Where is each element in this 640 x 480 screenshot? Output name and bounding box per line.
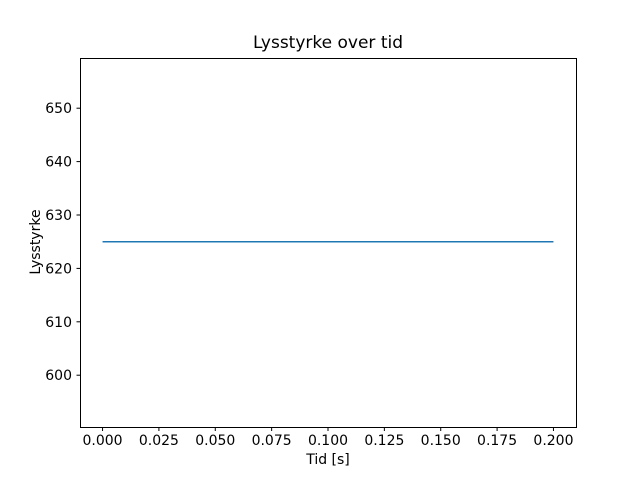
- y-tick-label: 620: [45, 261, 72, 277]
- y-tick-label: 650: [45, 101, 72, 117]
- x-tick-label: 0.075: [252, 433, 292, 449]
- x-tick-label: 0.000: [82, 433, 122, 449]
- x-tick-label: 0.100: [308, 433, 348, 449]
- y-tick-label: 600: [45, 368, 72, 384]
- x-tick-label: 0.025: [139, 433, 179, 449]
- x-tick-label: 0.050: [195, 433, 235, 449]
- x-tick-label: 0.150: [421, 433, 461, 449]
- x-tick-label: 0.200: [533, 433, 573, 449]
- y-tick-label: 610: [45, 315, 72, 331]
- x-tick-label: 0.175: [477, 433, 517, 449]
- y-tick-label: 630: [45, 208, 72, 224]
- x-axis-label: Tid [s]: [306, 452, 350, 468]
- chart-title: Lysstyrke over tid: [253, 33, 403, 53]
- x-tick-label: 0.125: [364, 433, 404, 449]
- y-axis-label: Lysstyrke: [28, 209, 44, 275]
- axes-frame: [80, 58, 577, 428]
- y-tick-label: 640: [45, 155, 72, 171]
